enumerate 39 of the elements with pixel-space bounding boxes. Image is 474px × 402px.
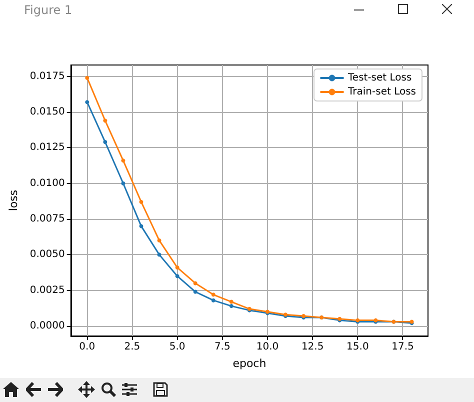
point xyxy=(175,274,180,278)
legend-label: Test-set Loss xyxy=(347,72,412,84)
y-tick-label: 0.0125 xyxy=(30,142,65,154)
point xyxy=(139,200,144,204)
caption: Figure 1 xyxy=(24,3,72,17)
x-tick-label: 12.5 xyxy=(301,342,324,352)
legend-label: Train-set Loss xyxy=(347,86,416,98)
y-tick-label: 0.0150 xyxy=(30,106,65,118)
point xyxy=(193,281,198,286)
point xyxy=(193,290,198,294)
point xyxy=(103,140,108,144)
x-axis-title: epoch xyxy=(232,357,266,370)
x-tick-label: 2.5 xyxy=(124,342,140,352)
point xyxy=(85,100,90,104)
x-tick-label: 17.5 xyxy=(392,342,414,352)
point xyxy=(85,76,90,80)
point xyxy=(229,304,234,308)
point xyxy=(121,158,126,163)
x-tick-label: 5.0 xyxy=(169,342,186,352)
x-tick-label: 10.0 xyxy=(256,342,279,352)
point xyxy=(229,300,234,304)
x-tick-label: 7.5 xyxy=(214,342,230,352)
x-tick-label: 0.0 xyxy=(79,342,96,352)
point xyxy=(139,224,144,228)
y-tick-label: 0.0075 xyxy=(30,214,65,225)
y-axis-title: loss xyxy=(7,190,20,212)
point xyxy=(103,118,108,123)
x-tick-label: 15.0 xyxy=(346,342,369,352)
y-tick-label: 0.0175 xyxy=(30,70,65,82)
point xyxy=(211,292,216,297)
point xyxy=(211,298,216,302)
point xyxy=(121,181,126,186)
y-tick-label: 0.0000 xyxy=(30,320,65,332)
y-tick-label: 0.0050 xyxy=(30,249,65,260)
y-tick-label: 0.0025 xyxy=(30,284,65,296)
point xyxy=(175,266,180,270)
point xyxy=(157,252,162,257)
point xyxy=(157,238,162,242)
y-tick-label: 0.0100 xyxy=(30,178,65,189)
